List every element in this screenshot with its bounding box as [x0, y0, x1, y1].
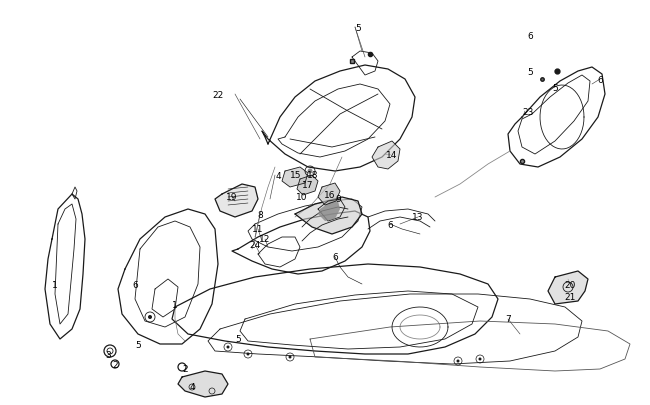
Polygon shape: [282, 168, 308, 188]
Text: 15: 15: [291, 170, 302, 179]
Text: 22: 22: [213, 90, 224, 99]
Text: 9: 9: [335, 195, 341, 204]
Text: 2: 2: [182, 364, 188, 373]
Circle shape: [148, 315, 152, 319]
Circle shape: [246, 353, 250, 356]
Text: 10: 10: [296, 193, 307, 202]
Text: 11: 11: [252, 225, 264, 234]
Text: 1: 1: [172, 300, 178, 309]
Circle shape: [226, 345, 229, 349]
Text: 20: 20: [564, 280, 576, 289]
Text: 3: 3: [105, 350, 111, 358]
Polygon shape: [178, 371, 228, 397]
Text: 6: 6: [132, 280, 138, 289]
Text: 16: 16: [324, 190, 336, 199]
Text: 21: 21: [564, 293, 576, 302]
Text: 17: 17: [302, 180, 314, 189]
Text: 6: 6: [387, 220, 393, 229]
Circle shape: [289, 356, 291, 358]
Text: 1: 1: [52, 280, 58, 289]
Text: 8: 8: [257, 210, 263, 219]
Text: 2: 2: [112, 360, 118, 369]
Text: 19: 19: [226, 193, 238, 202]
Circle shape: [478, 358, 482, 360]
Circle shape: [307, 169, 313, 174]
Polygon shape: [215, 185, 258, 217]
Polygon shape: [548, 271, 588, 304]
Text: 7: 7: [505, 315, 511, 324]
Polygon shape: [297, 175, 318, 196]
Text: 6: 6: [527, 32, 533, 40]
Polygon shape: [318, 202, 340, 222]
Text: 18: 18: [307, 170, 318, 179]
Text: 4: 4: [275, 171, 281, 180]
Text: 4: 4: [189, 383, 195, 392]
Text: 5: 5: [355, 23, 361, 32]
Text: 6: 6: [332, 253, 338, 262]
Polygon shape: [372, 142, 400, 170]
Text: 23: 23: [523, 107, 534, 116]
Text: 5: 5: [235, 335, 241, 344]
Polygon shape: [318, 183, 340, 205]
Text: 5: 5: [552, 83, 558, 92]
Text: 5: 5: [135, 340, 141, 349]
Text: 13: 13: [412, 213, 424, 222]
Text: 24: 24: [250, 240, 261, 249]
Text: 5: 5: [527, 67, 533, 76]
Text: 14: 14: [386, 150, 398, 159]
Circle shape: [456, 360, 460, 362]
Polygon shape: [295, 198, 362, 234]
Text: 6: 6: [597, 75, 603, 84]
Text: 12: 12: [259, 235, 270, 244]
